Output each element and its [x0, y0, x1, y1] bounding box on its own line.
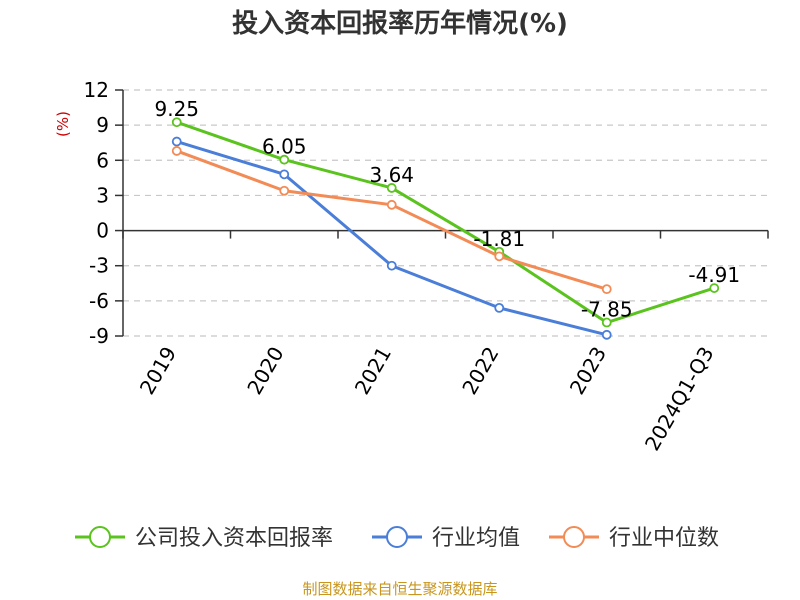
source-note: 制图数据来自恒生聚源数据库 [302, 580, 497, 598]
data-point [279, 185, 290, 196]
x-tick-labels: 2019 2020 2021 2022 2023 2024Q1-Q3 [135, 343, 719, 455]
y-tick-label: -6 [89, 289, 109, 313]
legend-label: 行业均值 [432, 526, 520, 551]
y-tick-label: 6 [96, 148, 109, 172]
y-tick-label: 3 [96, 183, 109, 207]
series-line-0 [176, 120, 715, 325]
data-label: -7.85 [581, 298, 633, 322]
legend-label: 公司投入资本回报率 [135, 526, 333, 551]
data-point [601, 329, 612, 340]
chart-title: 投入资本回报率历年情况(%) [232, 8, 568, 39]
data-point [601, 317, 612, 328]
x-tick-label: 2023 [565, 343, 611, 399]
x-tick-label: 2020 [242, 343, 288, 399]
data-point [386, 199, 397, 210]
y-tick-label: -9 [89, 324, 109, 348]
x-tick-label: 2021 [350, 343, 396, 399]
data-point [601, 284, 612, 295]
gridlines [123, 89, 768, 337]
y-tick-label: 9 [96, 113, 109, 137]
data-point [386, 183, 397, 193]
y-tick-label: 0 [96, 219, 109, 243]
data-labels: 9.25 6.05 3.64 -1.81 -7.85 -4.91 [154, 97, 740, 321]
y-tick-labels: 12 9 6 3 0 -3 -6 -9 [84, 78, 109, 348]
data-point [171, 136, 182, 147]
legend-swatch-marker [386, 526, 408, 548]
data-point [494, 251, 505, 262]
x-tick-label: 2022 [457, 343, 503, 399]
axes [115, 89, 769, 337]
data-label: -4.91 [688, 263, 740, 287]
series-lines [171, 117, 720, 340]
x-tick-label: 2024Q1-Q3 [640, 343, 719, 455]
legend: 公司投入资本回报率 行业均值 行业中位数 [75, 526, 719, 551]
legend-swatch-marker [563, 526, 585, 548]
y-axis-unit-label: (%) [54, 111, 72, 137]
data-label: 9.25 [154, 97, 199, 121]
data-point [386, 260, 397, 271]
data-point [494, 302, 505, 313]
y-tick-label: 12 [84, 78, 109, 102]
data-point [279, 154, 290, 165]
data-label: 6.05 [262, 135, 307, 159]
data-point [279, 169, 290, 180]
data-point [709, 283, 720, 293]
y-tick-label: -3 [89, 254, 109, 278]
data-label: -1.81 [473, 227, 525, 251]
data-point [171, 146, 182, 156]
data-point [171, 117, 182, 128]
x-tick-label: 2019 [135, 343, 181, 399]
legend-swatch-marker [89, 526, 111, 548]
legend-label: 行业中位数 [609, 526, 719, 551]
data-label: 3.64 [369, 163, 414, 187]
